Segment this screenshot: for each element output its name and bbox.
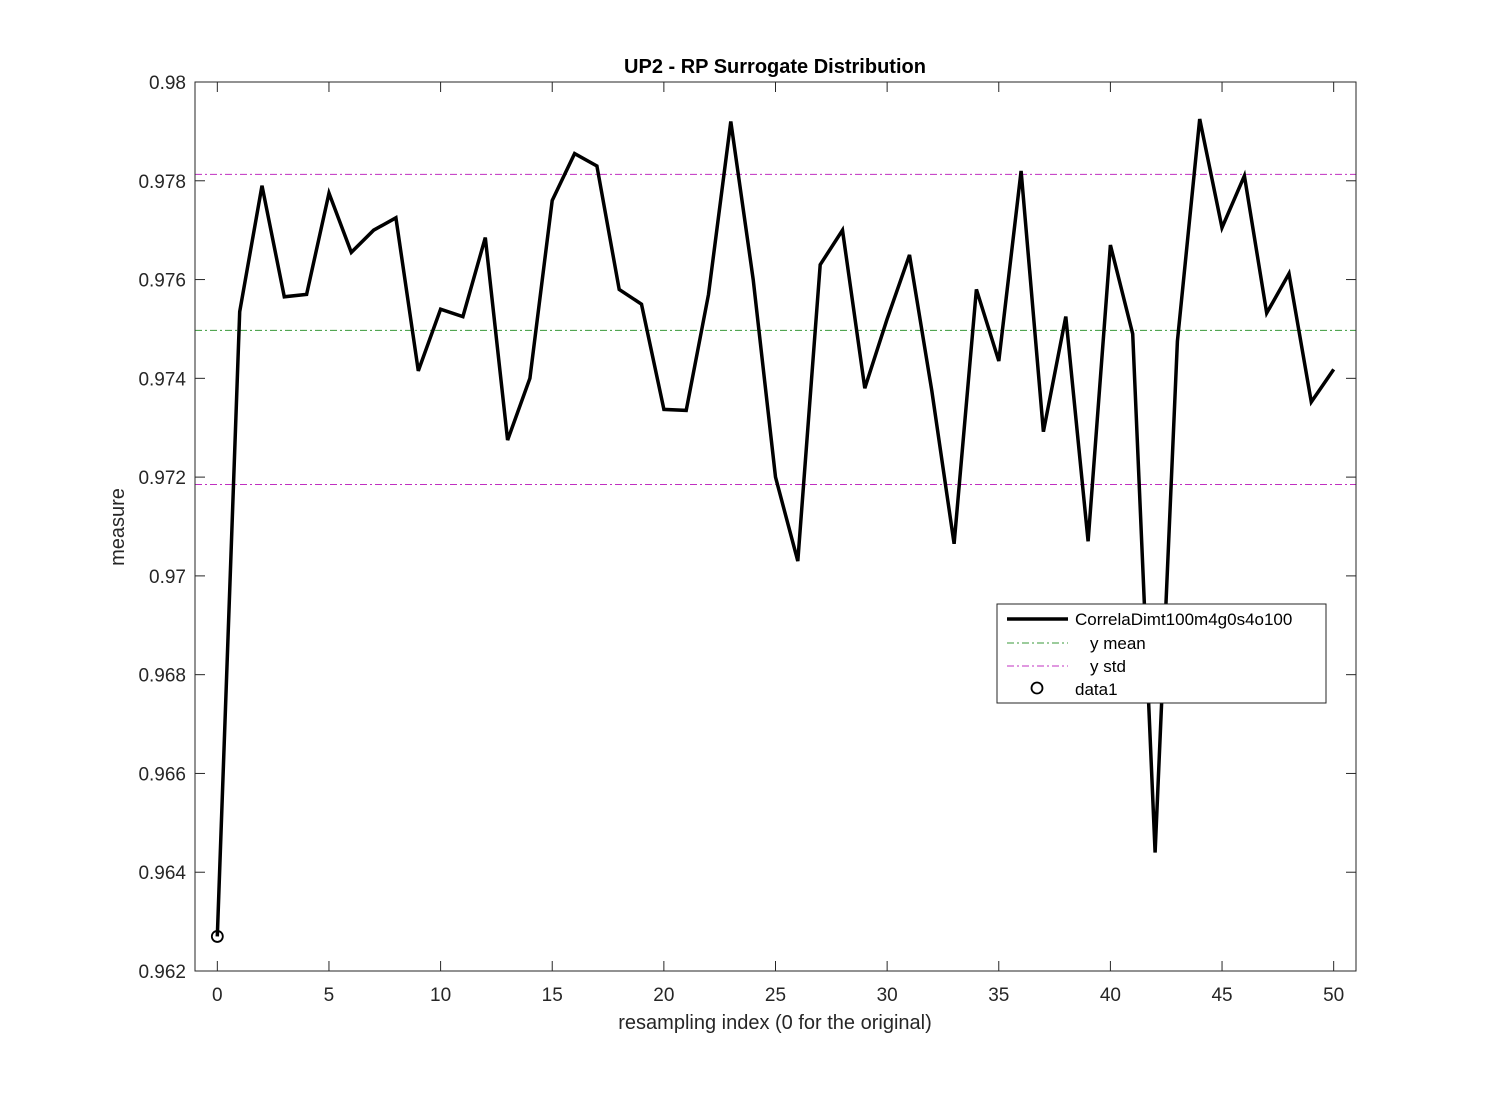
legend-label-y-std: y std xyxy=(1090,657,1126,676)
x-tick-label: 5 xyxy=(324,985,335,1006)
legend-label-main-series: CorrelaDimt100m4g0s4o100 xyxy=(1075,610,1292,629)
x-tick-label: 45 xyxy=(1211,985,1232,1006)
x-tick-label: 50 xyxy=(1323,985,1344,1006)
x-tick-label: 10 xyxy=(430,985,451,1006)
x-axis-label: resampling index (0 for the original) xyxy=(618,1012,932,1034)
x-tick-label: 25 xyxy=(765,985,786,1006)
x-axis-ticks: 0 5 10 15 20 25 30 35 40 45 50 xyxy=(212,82,1344,1006)
x-tick-label: 35 xyxy=(988,985,1009,1006)
y-tick-label: 0.98 xyxy=(149,73,186,94)
data1-point xyxy=(210,930,224,943)
reference-lines xyxy=(195,173,1356,486)
plot-area xyxy=(195,82,1356,971)
y-axis-ticks: 0.962 0.964 0.966 0.968 0.97 0.972 0.974 0.976 0… xyxy=(138,73,1356,983)
y-tick-label: 0.968 xyxy=(138,666,186,687)
y-axis-label: measure xyxy=(107,488,129,566)
legend: CorrelaDimt100m4g0s4o100 y mean y std da… xyxy=(996,603,1327,704)
x-tick-label: 30 xyxy=(877,985,898,1006)
y-tick-label: 0.976 xyxy=(138,271,186,292)
y-tick-label: 0.974 xyxy=(138,369,186,390)
x-tick-label: 40 xyxy=(1100,985,1121,1006)
y-tick-label: 0.97 xyxy=(149,567,186,588)
legend-label-data1: data1 xyxy=(1075,680,1118,699)
chart-title: UP2 - RP Surrogate Distribution xyxy=(624,56,926,78)
x-tick-label: 15 xyxy=(542,985,563,1006)
y-tick-label: 0.978 xyxy=(138,172,186,193)
x-tick-label: 0 xyxy=(212,985,223,1006)
y-tick-label: 0.964 xyxy=(138,863,186,884)
y-tick-label: 0.966 xyxy=(138,764,186,785)
x-tick-label: 20 xyxy=(653,985,674,1006)
y-tick-label: 0.962 xyxy=(138,962,186,983)
y-tick-label: 0.972 xyxy=(138,468,186,489)
legend-swatch-data1-circle-marker xyxy=(1030,681,1044,695)
legend-label-y-mean: y mean xyxy=(1090,634,1146,653)
